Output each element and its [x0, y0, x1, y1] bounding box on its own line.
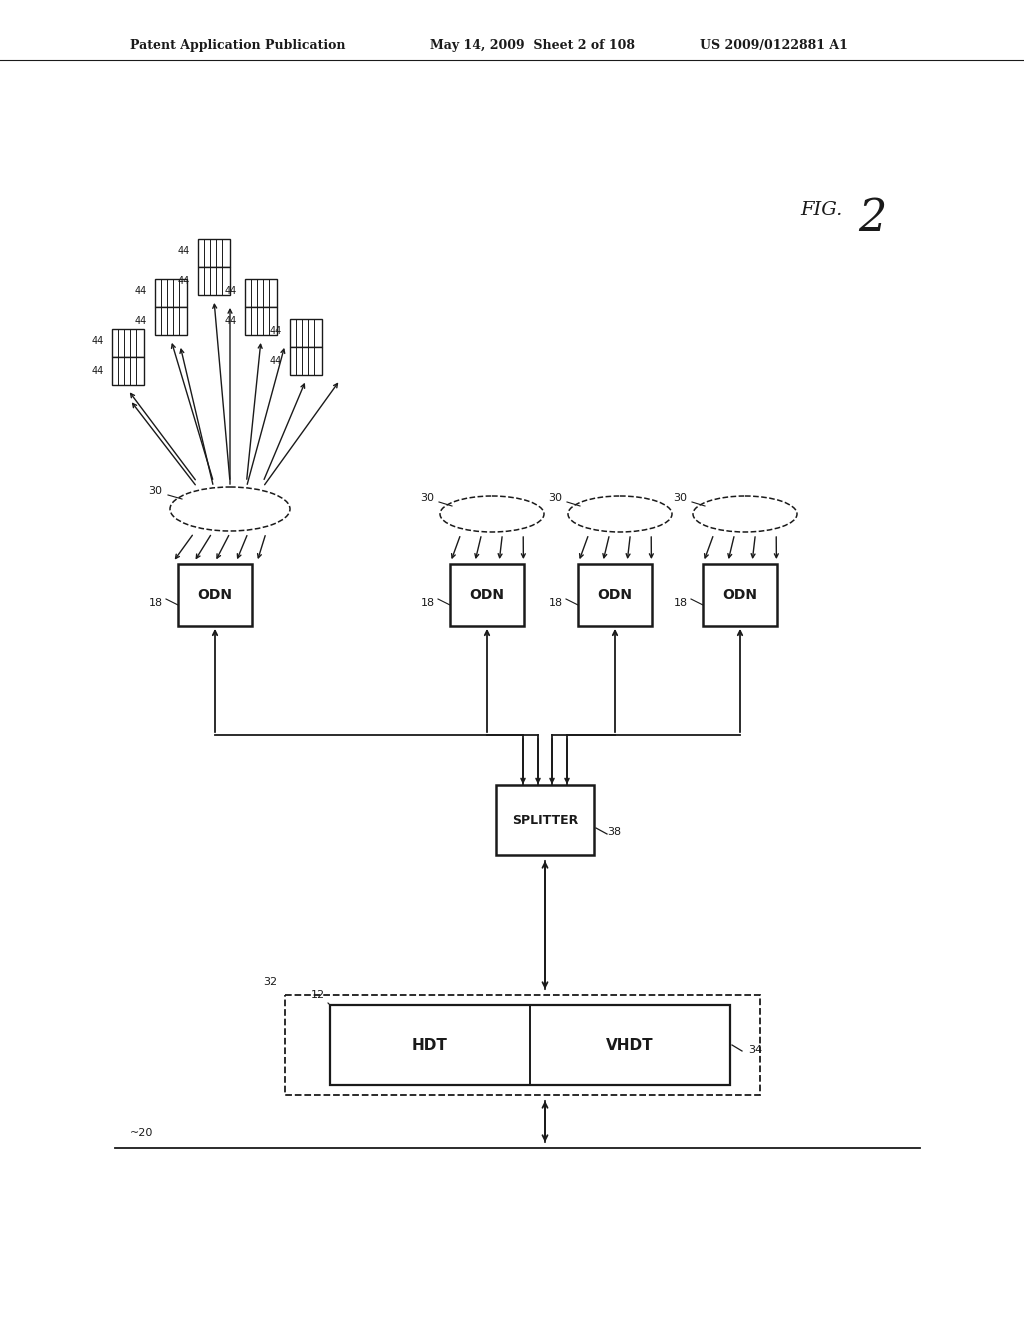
Text: VHDT: VHDT — [606, 1038, 653, 1052]
Text: May 14, 2009  Sheet 2 of 108: May 14, 2009 Sheet 2 of 108 — [430, 40, 635, 53]
Text: Patent Application Publication: Patent Application Publication — [130, 40, 345, 53]
Text: ODN: ODN — [469, 587, 505, 602]
Bar — [703, 564, 777, 626]
Bar — [112, 329, 144, 356]
Bar — [450, 564, 524, 626]
Bar — [290, 319, 322, 347]
Text: 44: 44 — [178, 246, 190, 256]
Bar — [245, 308, 278, 335]
Bar — [496, 785, 594, 855]
Text: 44: 44 — [135, 286, 147, 296]
Bar — [198, 239, 230, 267]
Bar — [155, 308, 187, 335]
Bar — [578, 564, 652, 626]
Text: 44: 44 — [269, 356, 282, 366]
Text: 30: 30 — [420, 492, 434, 503]
Text: 30: 30 — [148, 486, 162, 496]
Text: 18: 18 — [421, 598, 435, 609]
Text: HDT: HDT — [412, 1038, 447, 1052]
Text: US 2009/0122881 A1: US 2009/0122881 A1 — [700, 40, 848, 53]
Text: 44: 44 — [92, 337, 104, 346]
Text: 18: 18 — [549, 598, 563, 609]
Text: 34: 34 — [748, 1045, 762, 1055]
Text: ODN: ODN — [723, 587, 758, 602]
Text: FIG.: FIG. — [800, 201, 843, 219]
Text: 30: 30 — [673, 492, 687, 503]
Text: 12: 12 — [311, 990, 325, 1001]
Text: 18: 18 — [148, 598, 163, 609]
Bar — [290, 347, 322, 375]
Text: ODN: ODN — [597, 587, 633, 602]
Text: 30: 30 — [548, 492, 562, 503]
Bar — [285, 995, 760, 1096]
Bar — [245, 279, 278, 308]
Bar — [178, 564, 252, 626]
Text: SPLITTER: SPLITTER — [512, 813, 579, 826]
Text: 44: 44 — [178, 276, 190, 286]
Bar — [330, 1005, 730, 1085]
Text: 44: 44 — [224, 286, 237, 296]
Text: 44: 44 — [135, 315, 147, 326]
Text: 44: 44 — [224, 315, 237, 326]
Bar — [198, 267, 230, 294]
Text: 32: 32 — [263, 977, 278, 987]
Text: 44: 44 — [92, 366, 104, 376]
Text: 18: 18 — [674, 598, 688, 609]
Text: 44: 44 — [269, 326, 282, 337]
Bar — [112, 356, 144, 385]
Text: ODN: ODN — [198, 587, 232, 602]
Text: ~20: ~20 — [130, 1129, 154, 1138]
Text: 38: 38 — [607, 828, 622, 837]
Bar — [155, 279, 187, 308]
Text: 2: 2 — [858, 197, 887, 240]
